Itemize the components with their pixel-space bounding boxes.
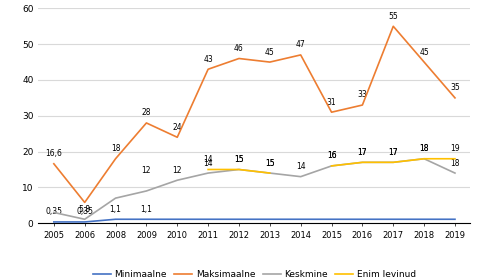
Maksimaalne [236,57,242,60]
Minimaalne [329,218,335,221]
Line: Keskmine: Keskmine [54,159,455,219]
Maksimaalne [144,121,149,125]
Minimaalne [298,218,303,221]
Text: 0,35: 0,35 [76,207,93,217]
Text: 12: 12 [172,166,182,175]
Maksimaalne [360,103,365,107]
Text: 12: 12 [142,166,151,175]
Text: 46: 46 [234,44,244,53]
Enim levinud [205,168,211,171]
Text: 18: 18 [111,144,120,153]
Text: 16: 16 [327,151,336,160]
Text: 43: 43 [203,55,213,64]
Minimaalne [205,218,211,221]
Minimaalne [113,218,119,221]
Keskmine [360,161,365,164]
Keskmine [267,171,273,175]
Keskmine [236,168,242,171]
Keskmine [144,189,149,193]
Maksimaalne [452,96,458,100]
Line: Maksimaalne: Maksimaalne [54,26,455,203]
Maksimaalne [421,61,427,64]
Keskmine [329,164,335,168]
Text: 5,8: 5,8 [79,205,91,213]
Text: 17: 17 [388,148,398,157]
Maksimaalne [174,136,180,139]
Minimaalne [267,218,273,221]
Text: 17: 17 [388,148,398,157]
Text: 1,1: 1,1 [109,205,121,214]
Line: Enim levinud: Enim levinud [146,159,455,180]
Minimaalne [360,218,365,221]
Enim levinud [329,164,335,168]
Text: 17: 17 [358,148,367,157]
Text: 55: 55 [388,12,398,21]
Text: 18: 18 [450,158,460,167]
Text: 14: 14 [204,155,213,164]
Enim levinud [452,157,458,160]
Enim levinud [267,171,273,175]
Minimaalne [144,218,149,221]
Maksimaalne [205,68,211,71]
Text: 16,6: 16,6 [46,149,62,158]
Text: 18: 18 [420,144,429,153]
Maksimaalne [267,61,273,64]
Text: 15: 15 [265,158,275,167]
Maksimaalne [329,110,335,114]
Text: 16: 16 [327,151,336,160]
Enim levinud [144,179,149,182]
Text: 15: 15 [234,155,244,164]
Keskmine [421,157,427,160]
Text: 14: 14 [296,162,305,171]
Keskmine [82,218,87,221]
Enim levinud [390,161,396,164]
Text: 15: 15 [234,155,244,164]
Keskmine [51,211,57,214]
Minimaalne [452,218,458,221]
Minimaalne [82,220,87,224]
Minimaalne [51,220,57,224]
Keskmine [174,179,180,182]
Minimaalne [174,218,180,221]
Text: 14: 14 [204,158,213,167]
Text: 47: 47 [296,40,306,49]
Text: 15: 15 [265,158,275,167]
Maksimaalne [82,201,87,204]
Text: 28: 28 [142,108,151,117]
Minimaalne [421,218,427,221]
Keskmine [205,171,211,175]
Enim levinud [360,161,365,164]
Text: 33: 33 [358,90,367,100]
Maksimaalne [51,162,57,165]
Text: 18: 18 [420,144,429,153]
Text: 31: 31 [327,98,336,107]
Minimaalne [390,218,396,221]
Keskmine [452,171,458,175]
Keskmine [113,196,119,200]
Maksimaalne [113,157,119,160]
Text: 17: 17 [358,148,367,157]
Keskmine [390,161,396,164]
Text: 45: 45 [419,47,429,57]
Minimaalne [236,218,242,221]
Text: 45: 45 [265,47,275,57]
Text: 35: 35 [450,83,460,92]
Maksimaalne [298,53,303,57]
Keskmine [298,175,303,178]
Line: Minimaalne: Minimaalne [54,219,455,222]
Legend: Minimaalne, Maksimaalne, Keskmine, Enim levinud: Minimaalne, Maksimaalne, Keskmine, Enim … [89,266,420,279]
Text: 24: 24 [172,123,182,132]
Enim levinud [421,157,427,160]
Enim levinud [236,168,242,171]
Text: 19: 19 [450,144,460,153]
Text: 0,35: 0,35 [45,207,62,217]
Text: 1,1: 1,1 [141,205,152,214]
Maksimaalne [390,25,396,28]
